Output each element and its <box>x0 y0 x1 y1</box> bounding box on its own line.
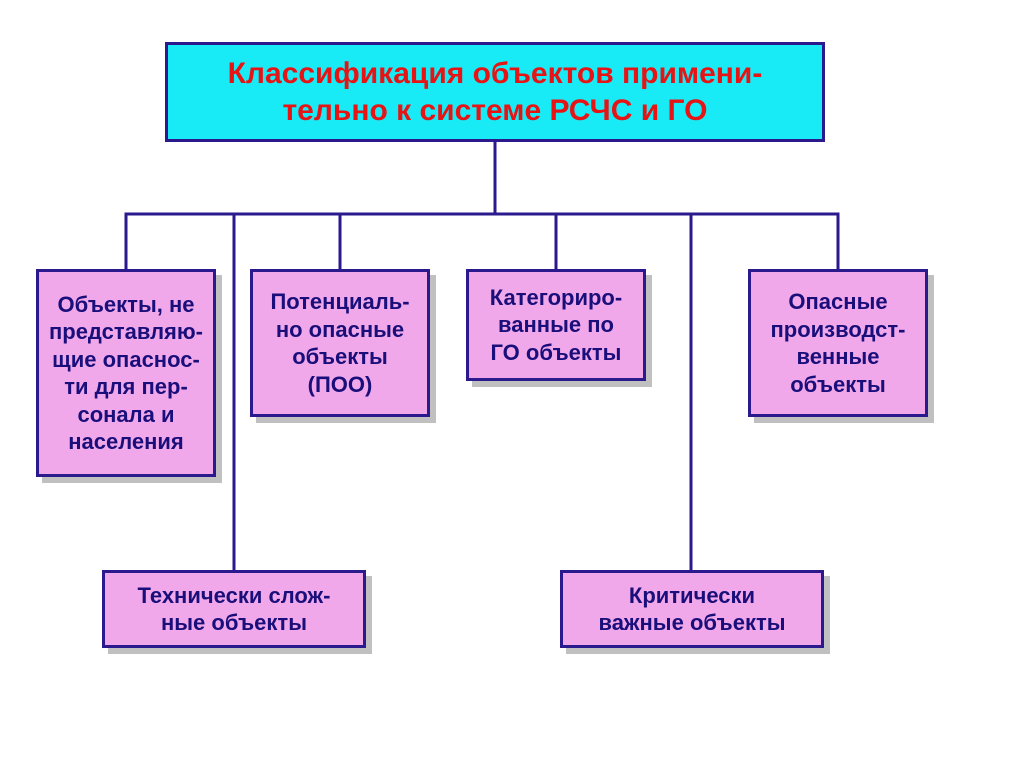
node-n2-label: Потенциаль- но опасные объекты (ПОО) <box>270 288 409 398</box>
node-n2: Потенциаль- но опасные объекты (ПОО) <box>250 269 430 417</box>
node-n6: Критически важные объекты <box>560 570 824 648</box>
node-n3: Категориро- ванные по ГО объекты <box>466 269 646 381</box>
diagram-canvas: Классификация объектов примени- тельно к… <box>0 0 1024 767</box>
node-n5-label: Технически слож- ные объекты <box>138 582 331 637</box>
title-box: Классификация объектов примени- тельно к… <box>165 42 825 142</box>
node-n4-label: Опасные производст- венные объекты <box>770 288 905 398</box>
node-n3-label: Категориро- ванные по ГО объекты <box>490 284 622 367</box>
node-n5: Технически слож- ные объекты <box>102 570 366 648</box>
node-n6-label: Критически важные объекты <box>598 582 785 637</box>
title-box-label: Классификация объектов примени- тельно к… <box>228 55 763 130</box>
node-n1-label: Объекты, не представляю- щие опаснос- ти… <box>49 291 203 456</box>
node-n4: Опасные производст- венные объекты <box>748 269 928 417</box>
node-n1: Объекты, не представляю- щие опаснос- ти… <box>36 269 216 477</box>
